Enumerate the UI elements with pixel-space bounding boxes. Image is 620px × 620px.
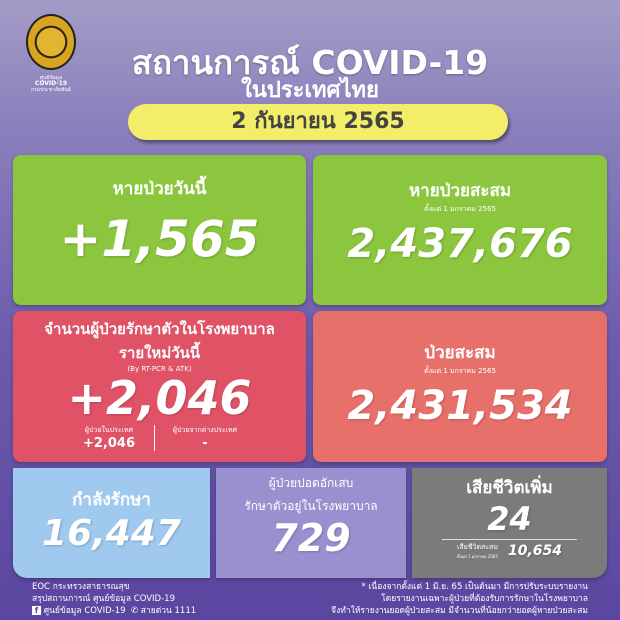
pneumonia-card: ผู้ป่วยปอดอักเสบ รักษาตัวอยู่ในโรงพยาบาล…: [216, 468, 406, 578]
footer-source: EOC กระทรวงสาธารณสุข สรุปสถานการณ์ ศูนย์…: [32, 581, 196, 617]
note-line: จึงทำให้รายงานยอดผู้ป่วยสะสม มีจำนวนที่น…: [331, 606, 588, 616]
logo-line: ศูนย์ข้อมูล: [39, 75, 63, 81]
government-seal-logo: [26, 14, 76, 70]
card-label: หายป่วยสะสม: [408, 181, 512, 201]
card-value: 729: [271, 516, 351, 560]
deaths-card: เสียชีวิตเพิ่ม 24 เสียชีวิตสะสม ตั้งแต่ …: [412, 468, 607, 578]
card-value: 2,431,534: [347, 383, 573, 429]
facebook-page: ศูนย์ข้อมูล COVID-19: [43, 606, 126, 616]
date-banner: 2 กันยายน 2565: [128, 104, 508, 140]
card-note: ตั้งแต่ 1 มกราคม 2565: [424, 205, 496, 213]
card-value: 16,447: [42, 513, 181, 554]
divider: [442, 539, 577, 540]
note-line: โดยรายงานเฉพาะผู้ป่วยที่ต้องรับการรักษาใ…: [381, 594, 588, 604]
deaths-total-value: 10,654: [508, 543, 563, 559]
deaths-total-note: ตั้งแต่ 1 มกราคม 2565: [456, 554, 498, 559]
card-label: รายใหม่วันนี้: [118, 344, 201, 362]
new-cases-card: จำนวนผู้ป่วยรักษาตัวในโรงพยาบาล รายใหม่ว…: [13, 311, 306, 462]
logo-caption: ศูนย์ข้อมูล COVID-19 กรมประชาสัมพันธ์: [14, 75, 88, 93]
card-value: +1,565: [59, 210, 260, 268]
card-note: ตั้งแต่ 1 มกราคม 2565: [424, 367, 496, 375]
imported-value: -: [202, 436, 208, 451]
source-line: EOC กระทรวงสาธารณสุข: [32, 582, 130, 592]
card-value: 24: [487, 500, 532, 538]
source-line: สรุปสถานการณ์ ศูนย์ข้อมูล COVID-19: [32, 594, 175, 604]
facebook-icon: f: [32, 606, 41, 615]
logo-line: กรมประชาสัมพันธ์: [31, 87, 71, 93]
card-value: +2,046: [67, 371, 252, 425]
note-line: * เนื่องจากตั้งแต่ 1 มิ.ย. 65 เป็นต้นมา …: [361, 582, 588, 592]
divider: [154, 425, 155, 451]
card-label: ป่วยสะสม: [424, 343, 496, 363]
phone-icon: ✆: [130, 606, 139, 616]
page-title: สถานการณ์ COVID-19: [131, 43, 489, 82]
page-subtitle: ในประเทศไทย: [241, 78, 379, 103]
recovered-total-card: หายป่วยสะสม ตั้งแต่ 1 มกราคม 2565 2,437,…: [313, 155, 607, 305]
deaths-total-label: เสียชีวิตสะสม: [457, 543, 498, 551]
card-label: จำนวนผู้ป่วยรักษาตัวในโรงพยาบาล: [44, 320, 275, 338]
recovered-today-card: หายป่วยวันนี้ +1,565: [13, 155, 306, 305]
card-label: รักษาตัวอยู่ในโรงพยาบาล: [244, 499, 378, 513]
logo-line: COVID-19: [34, 80, 68, 87]
imported-label: ผู้ป่วยจากต่างประเทศ: [172, 426, 238, 434]
hotline: สายด่วน 1111: [140, 606, 197, 616]
card-method: (By RT-PCR & ATK): [127, 365, 192, 373]
card-label: หายป่วยวันนี้: [112, 179, 207, 199]
domestic-value: +2,046: [82, 436, 135, 451]
card-value: 2,437,676: [347, 221, 573, 267]
card-label: เสียชีวิตเพิ่ม: [466, 478, 553, 498]
total-cases-card: ป่วยสะสม ตั้งแต่ 1 มกราคม 2565 2,431,534: [313, 311, 607, 462]
card-label: ผู้ป่วยปอดอักเสบ: [268, 476, 354, 490]
domestic-label: ผู้ป่วยในประเทศ: [84, 426, 134, 434]
footer-note: * เนื่องจากตั้งแต่ 1 มิ.ย. 65 เป็นต้นมา …: [331, 581, 588, 617]
domestic-cases: ผู้ป่วยในประเทศ +2,046: [64, 425, 154, 451]
in-treatment-card: กำลังรักษา 16,447: [13, 468, 210, 578]
imported-cases: ผู้ป่วยจากต่างประเทศ -: [155, 425, 255, 451]
card-label: กำลังรักษา: [72, 490, 151, 510]
